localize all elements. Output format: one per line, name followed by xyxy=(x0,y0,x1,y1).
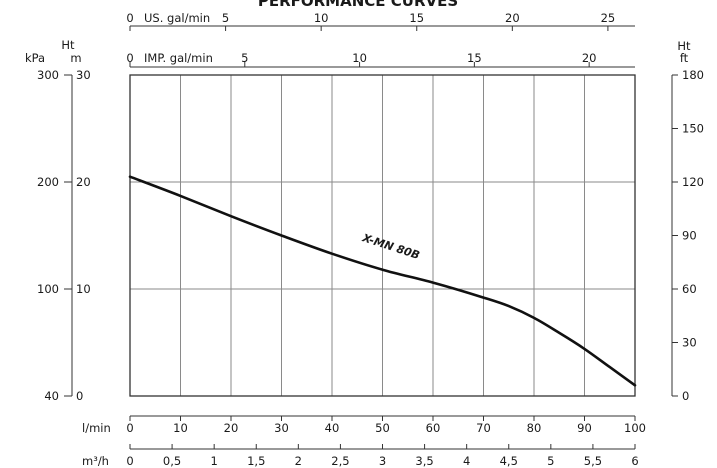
lmin-tick-label: 40 xyxy=(325,421,340,435)
m-axis-unit: m xyxy=(70,51,81,65)
lmin-tick-label: 10 xyxy=(173,421,188,435)
lmin-tick-label: 80 xyxy=(527,421,542,435)
lmin-tick-label: 70 xyxy=(476,421,491,435)
m3h-tick-label: 1,5 xyxy=(247,454,265,468)
us-gal-unit: US. gal/min xyxy=(144,11,210,25)
us-gal-axis: 0 5 10 15 20 25 xyxy=(126,11,615,31)
m3h-unit: m³/h xyxy=(82,454,109,468)
ft-tick-label: 60 xyxy=(682,282,697,296)
ft-axis-unit: ft xyxy=(680,51,689,65)
m-tick-label: 20 xyxy=(76,175,91,189)
imp-gal-unit: IMP. gal/min xyxy=(144,51,213,65)
us-gal-tick-label: 15 xyxy=(409,11,424,25)
m-tick-label: 30 xyxy=(76,68,91,82)
ft-axis: 0 30 60 90 120 150 180 xyxy=(672,68,704,403)
kpa-tick-label: 300 xyxy=(37,68,59,82)
us-gal-tick-label: 0 xyxy=(126,11,133,25)
kpa-tick-label: 100 xyxy=(37,282,59,296)
lmin-unit: l/min xyxy=(82,421,111,435)
m3h-tick-label: 5 xyxy=(547,454,554,468)
m3h-tick-label: 0 xyxy=(126,454,133,468)
m-axis-header: Ht xyxy=(61,38,75,52)
grid-lines xyxy=(130,75,635,396)
lmin-tick-label: 20 xyxy=(224,421,239,435)
us-gal-tick-label: 10 xyxy=(314,11,329,25)
imp-gal-tick-label: 15 xyxy=(467,51,482,65)
ft-tick-label: 30 xyxy=(682,336,697,350)
m3h-tick-label: 2 xyxy=(295,454,302,468)
series-label-x-mn-80b: X-MN 80B xyxy=(360,231,421,262)
lmin-tick-label: 30 xyxy=(274,421,289,435)
lmin-tick-label: 100 xyxy=(624,421,646,435)
m3h-tick-label: 4 xyxy=(463,454,470,468)
kpa-tick-label: 40 xyxy=(44,389,59,403)
ft-tick-label: 90 xyxy=(682,229,697,243)
kpa-axis-unit: kPa xyxy=(25,51,45,65)
ft-tick-label: 180 xyxy=(682,68,704,82)
m3h-tick-label: 0,5 xyxy=(163,454,181,468)
m-axis: 0 10 20 30 xyxy=(64,68,91,403)
kpa-axis: 40 100 200 300 xyxy=(37,68,59,403)
m3h-tick-label: 6 xyxy=(631,454,638,468)
m3h-axis: 0 0,5 1 1,5 2 2,5 3 3,5 4 4,5 5 5,5 6 xyxy=(126,444,639,468)
m3h-tick-label: 1 xyxy=(211,454,218,468)
lmin-tick-label: 60 xyxy=(426,421,441,435)
kpa-tick-label: 200 xyxy=(37,175,59,189)
ft-axis-header: Ht xyxy=(677,39,691,53)
imp-gal-tick-label: 0 xyxy=(126,51,133,65)
imp-gal-axis: 0 5 10 15 20 xyxy=(126,51,596,67)
m-tick-label: 0 xyxy=(76,389,83,403)
imp-gal-tick-label: 20 xyxy=(582,51,597,65)
lmin-tick-label: 50 xyxy=(375,421,390,435)
ft-tick-label: 120 xyxy=(682,175,704,189)
imp-gal-tick-label: 10 xyxy=(352,51,367,65)
imp-gal-tick-label: 5 xyxy=(241,51,248,65)
plot-frame xyxy=(129,74,636,397)
pump-curve-x-mn-80b xyxy=(128,175,637,387)
m-tick-label: 10 xyxy=(76,282,91,296)
chart-title: PERFORMANCE CURVES xyxy=(258,0,458,10)
us-gal-tick-label: 25 xyxy=(601,11,616,25)
ft-tick-label: 150 xyxy=(682,122,704,136)
us-gal-tick-label: 5 xyxy=(222,11,229,25)
m3h-tick-label: 3,5 xyxy=(415,454,433,468)
m3h-tick-label: 2,5 xyxy=(331,454,349,468)
lmin-axis: 0 10 20 30 40 50 60 70 80 90 100 xyxy=(126,416,646,435)
m3h-tick-label: 4,5 xyxy=(500,454,518,468)
us-gal-tick-label: 20 xyxy=(505,11,520,25)
lmin-tick-label: 0 xyxy=(126,421,133,435)
m3h-tick-label: 3 xyxy=(379,454,386,468)
m3h-tick-label: 5,5 xyxy=(584,454,602,468)
ft-tick-label: 0 xyxy=(682,389,689,403)
lmin-tick-label: 90 xyxy=(577,421,592,435)
